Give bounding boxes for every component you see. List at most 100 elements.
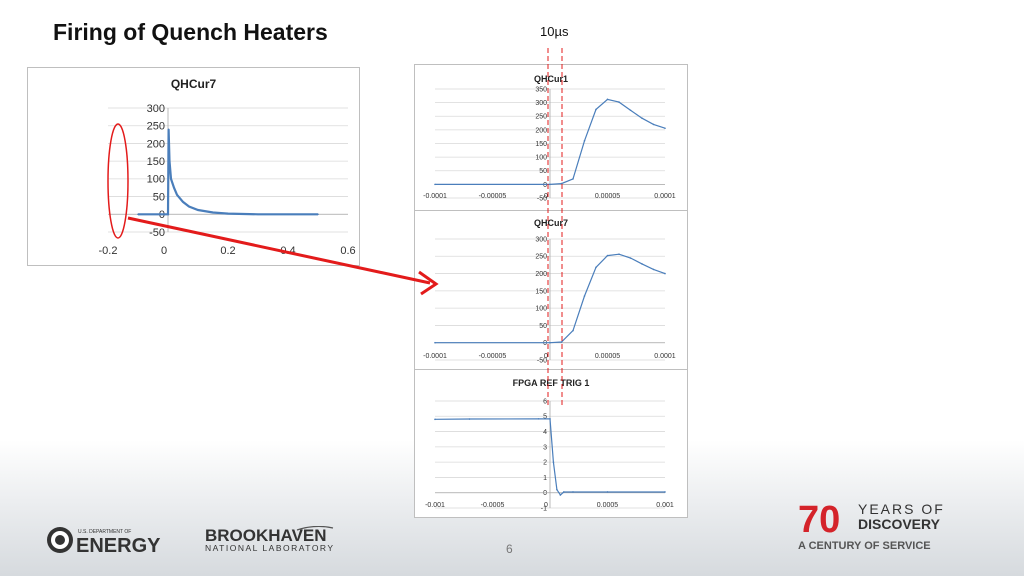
y-tick-label: 300 bbox=[535, 100, 547, 107]
y-tick-label: -50 bbox=[537, 357, 547, 364]
data-point bbox=[664, 127, 666, 130]
x-tick-label: -0.2 bbox=[99, 245, 118, 257]
y-tick-label: 1 bbox=[543, 475, 547, 482]
doe-logo: U.S. DEPARTMENT OF ENERGY bbox=[46, 524, 181, 561]
chart-title: QHCur7 bbox=[534, 218, 568, 228]
x-tick-label: 0.001 bbox=[656, 502, 674, 509]
seventy-line1: YEARS OF bbox=[858, 501, 945, 517]
bnl-orbit-icon bbox=[296, 525, 334, 531]
x-tick-label: 0 bbox=[544, 193, 548, 200]
x-tick-label: 0 bbox=[544, 353, 548, 360]
y-tick-label: 200 bbox=[535, 271, 547, 278]
data-point bbox=[606, 254, 609, 257]
data-point bbox=[629, 109, 632, 112]
x-tick-label: 0.2 bbox=[220, 245, 235, 257]
y-tick-label: 300 bbox=[535, 236, 547, 243]
data-point bbox=[559, 494, 562, 496]
page-number: 6 bbox=[506, 542, 513, 556]
y-tick-label: 50 bbox=[539, 168, 547, 175]
data-point bbox=[595, 108, 597, 111]
data-point bbox=[549, 183, 551, 186]
y-tick-label: 250 bbox=[535, 114, 547, 121]
data-point bbox=[652, 268, 655, 271]
brookhaven-logo: BROOKHAVEN NATIONAL LABORATORY bbox=[205, 525, 375, 559]
chart-title: QHCur7 bbox=[171, 77, 217, 91]
y-tick-label: 100 bbox=[535, 306, 547, 313]
y-tick-label: 50 bbox=[153, 191, 165, 203]
x-tick-label: 0.0001 bbox=[654, 193, 676, 200]
zoom-arrow-shaft bbox=[127, 216, 431, 285]
data-point bbox=[560, 341, 563, 343]
data-point bbox=[583, 295, 586, 297]
doe-small-text: U.S. DEPARTMENT OF bbox=[78, 529, 131, 535]
y-tick-label: 5 bbox=[543, 414, 547, 421]
zoom-arrowhead bbox=[418, 270, 439, 296]
data-point bbox=[572, 491, 574, 493]
data-point bbox=[652, 123, 655, 126]
y-tick-label: 200 bbox=[535, 127, 547, 134]
y-tick-label: 100 bbox=[147, 174, 165, 186]
y-tick-label: 50 bbox=[539, 323, 547, 330]
data-point bbox=[137, 213, 139, 216]
seventy-number: 70 bbox=[798, 499, 840, 541]
data-point bbox=[572, 178, 574, 180]
data-point bbox=[164, 213, 166, 216]
y-tick-label: 150 bbox=[535, 288, 547, 295]
y-tick-label: -50 bbox=[149, 227, 165, 239]
y-tick-label: 300 bbox=[147, 103, 165, 115]
data-point bbox=[641, 117, 643, 119]
data-point bbox=[468, 418, 471, 420]
y-tick-label: 2 bbox=[543, 460, 547, 467]
fpga-chart-frame: FPGA REF TRIG 1 -1 0 1 2 3 4 5 6 -0.001 -0.0005 0 0.… bbox=[414, 369, 688, 518]
data-point bbox=[549, 418, 551, 420]
chart-title: QHCur1 bbox=[534, 74, 568, 84]
data-point bbox=[595, 266, 597, 269]
qhcur1-chart-frame: QHCur1 -50 0 50 100 150 200 250 300 350 -0.0001 -0.… bbox=[414, 64, 688, 211]
seventy-line3: A CENTURY OF SERVICE bbox=[798, 540, 931, 552]
x-tick-label: 0.0001 bbox=[654, 353, 676, 360]
series-line bbox=[435, 98, 666, 186]
y-tick-label: 100 bbox=[535, 155, 547, 162]
data-point bbox=[606, 98, 609, 101]
data-point bbox=[664, 491, 666, 493]
x-tick-label: 0 bbox=[544, 502, 548, 509]
slide-title: Firing of Quench Heaters bbox=[53, 19, 328, 45]
data-point bbox=[182, 201, 184, 203]
y-tick-label: 4 bbox=[543, 429, 547, 436]
x-tick-label: 0.0005 bbox=[597, 502, 619, 509]
x-tick-label: -0.0005 bbox=[481, 502, 505, 509]
data-point bbox=[227, 212, 229, 215]
data-point bbox=[212, 211, 214, 214]
y-tick-label: 200 bbox=[147, 138, 165, 150]
x-tick-label: 0.00005 bbox=[595, 193, 620, 200]
data-point bbox=[556, 488, 558, 491]
y-tick-label: 0 bbox=[543, 182, 547, 189]
zoom-region-ellipse bbox=[107, 123, 129, 239]
x-tick-label: 0.6 bbox=[340, 245, 355, 257]
y-tick-label: 0 bbox=[543, 490, 547, 497]
y-tick-label: 350 bbox=[535, 86, 547, 93]
data-point bbox=[197, 209, 199, 211]
data-point bbox=[549, 341, 551, 344]
qhcur7-chart-frame: QHCur7 -50 0 50 100 150 200 250 300 -0.0001 -0.000… bbox=[414, 210, 688, 370]
bnl-big-text: BROOKHAVEN bbox=[205, 526, 327, 545]
data-point bbox=[618, 253, 620, 256]
data-point bbox=[167, 128, 170, 131]
x-tick-label: -0.001 bbox=[425, 502, 445, 509]
y-tick-label: 150 bbox=[535, 141, 547, 148]
data-point bbox=[629, 257, 632, 259]
data-point bbox=[167, 213, 169, 216]
y-tick-label: -50 bbox=[537, 195, 547, 202]
overview-chart: QHCur7-50050100150200250300-0.200.20.40.… bbox=[99, 77, 356, 257]
data-point bbox=[317, 213, 319, 216]
data-point bbox=[188, 205, 190, 208]
data-point bbox=[173, 186, 175, 189]
y-tick-label: -1 bbox=[541, 505, 547, 512]
x-tick-label: -0.00005 bbox=[479, 193, 507, 200]
series-line bbox=[138, 129, 318, 216]
bnl-small-text: NATIONAL LABORATORY bbox=[205, 543, 335, 553]
